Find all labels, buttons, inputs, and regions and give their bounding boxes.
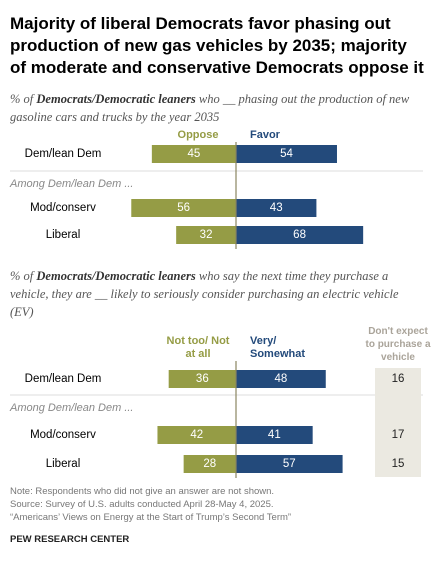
bar [131,199,236,217]
value-label: 42 [190,429,204,441]
subtitle-part: Democrats/Democratic leaners [36,269,196,283]
bar [236,226,364,244]
column-value: 17 [391,429,405,441]
value-label: 43 [269,202,283,214]
value-label: 56 [177,202,191,214]
value-label: 57 [282,458,296,470]
bar [236,145,337,163]
value-label: 41 [267,429,281,441]
bar [176,226,236,244]
subtitle-part: % of [10,269,37,283]
row-label: Liberal [45,458,81,470]
chart-title: Majority of liberal Democrats favor phas… [10,14,424,77]
subtitle: % of Democrats/Democratic leaners who __… [10,90,425,126]
value-label: 36 [195,373,209,385]
bar [236,455,343,473]
bar [183,455,236,473]
row-label: Mod/conserv [30,202,96,214]
subtitle-part: Democrats/Democratic leaners [36,92,196,106]
column-value: 15 [391,458,405,470]
bar [151,145,236,163]
row-label: Liberal [45,229,81,241]
note: Note: Respondents who did not give an an… [10,486,275,497]
column-value: 16 [391,373,405,385]
bar [236,199,317,217]
bar [168,370,236,388]
group-label: Among Dem/lean Dem ... [10,178,134,190]
note: Source: Survey of U.S. adults conducted … [10,499,274,510]
note: “Americans’ Views on Energy at the Start… [10,512,292,523]
subtitle: % of Democrats/Democratic leaners who sa… [10,267,425,321]
group-label: Among Dem/lean Dem ... [10,402,134,414]
bar [236,370,326,388]
bar [236,426,313,444]
subtitle-part: who say the next time they purchase a ve… [10,269,399,319]
row-label: Mod/conserv [30,429,96,441]
row-label: Dem/lean Dem [24,373,102,385]
legend-label: Not too/ Not at all [166,335,230,360]
source-label: PEW RESEARCH CENTER [10,534,130,545]
column-background [375,368,421,477]
subtitle-part: who __ phasing out the production of new… [10,92,410,124]
value-label: 48 [274,373,288,385]
legend-label: Very/ Somewhat [250,335,306,360]
value-label: 54 [280,148,293,160]
legend-label: Favor [250,129,280,141]
value-label: 68 [293,229,306,241]
legend-label: Oppose [177,129,219,141]
value-label: 28 [203,458,217,470]
column-header: Don't expect to purchase a vehicle [365,326,431,363]
value-label: 45 [187,148,201,160]
value-label: 32 [199,229,213,241]
bar [157,426,236,444]
subtitle-part: % of [10,92,37,106]
row-label: Dem/lean Dem [24,148,102,160]
